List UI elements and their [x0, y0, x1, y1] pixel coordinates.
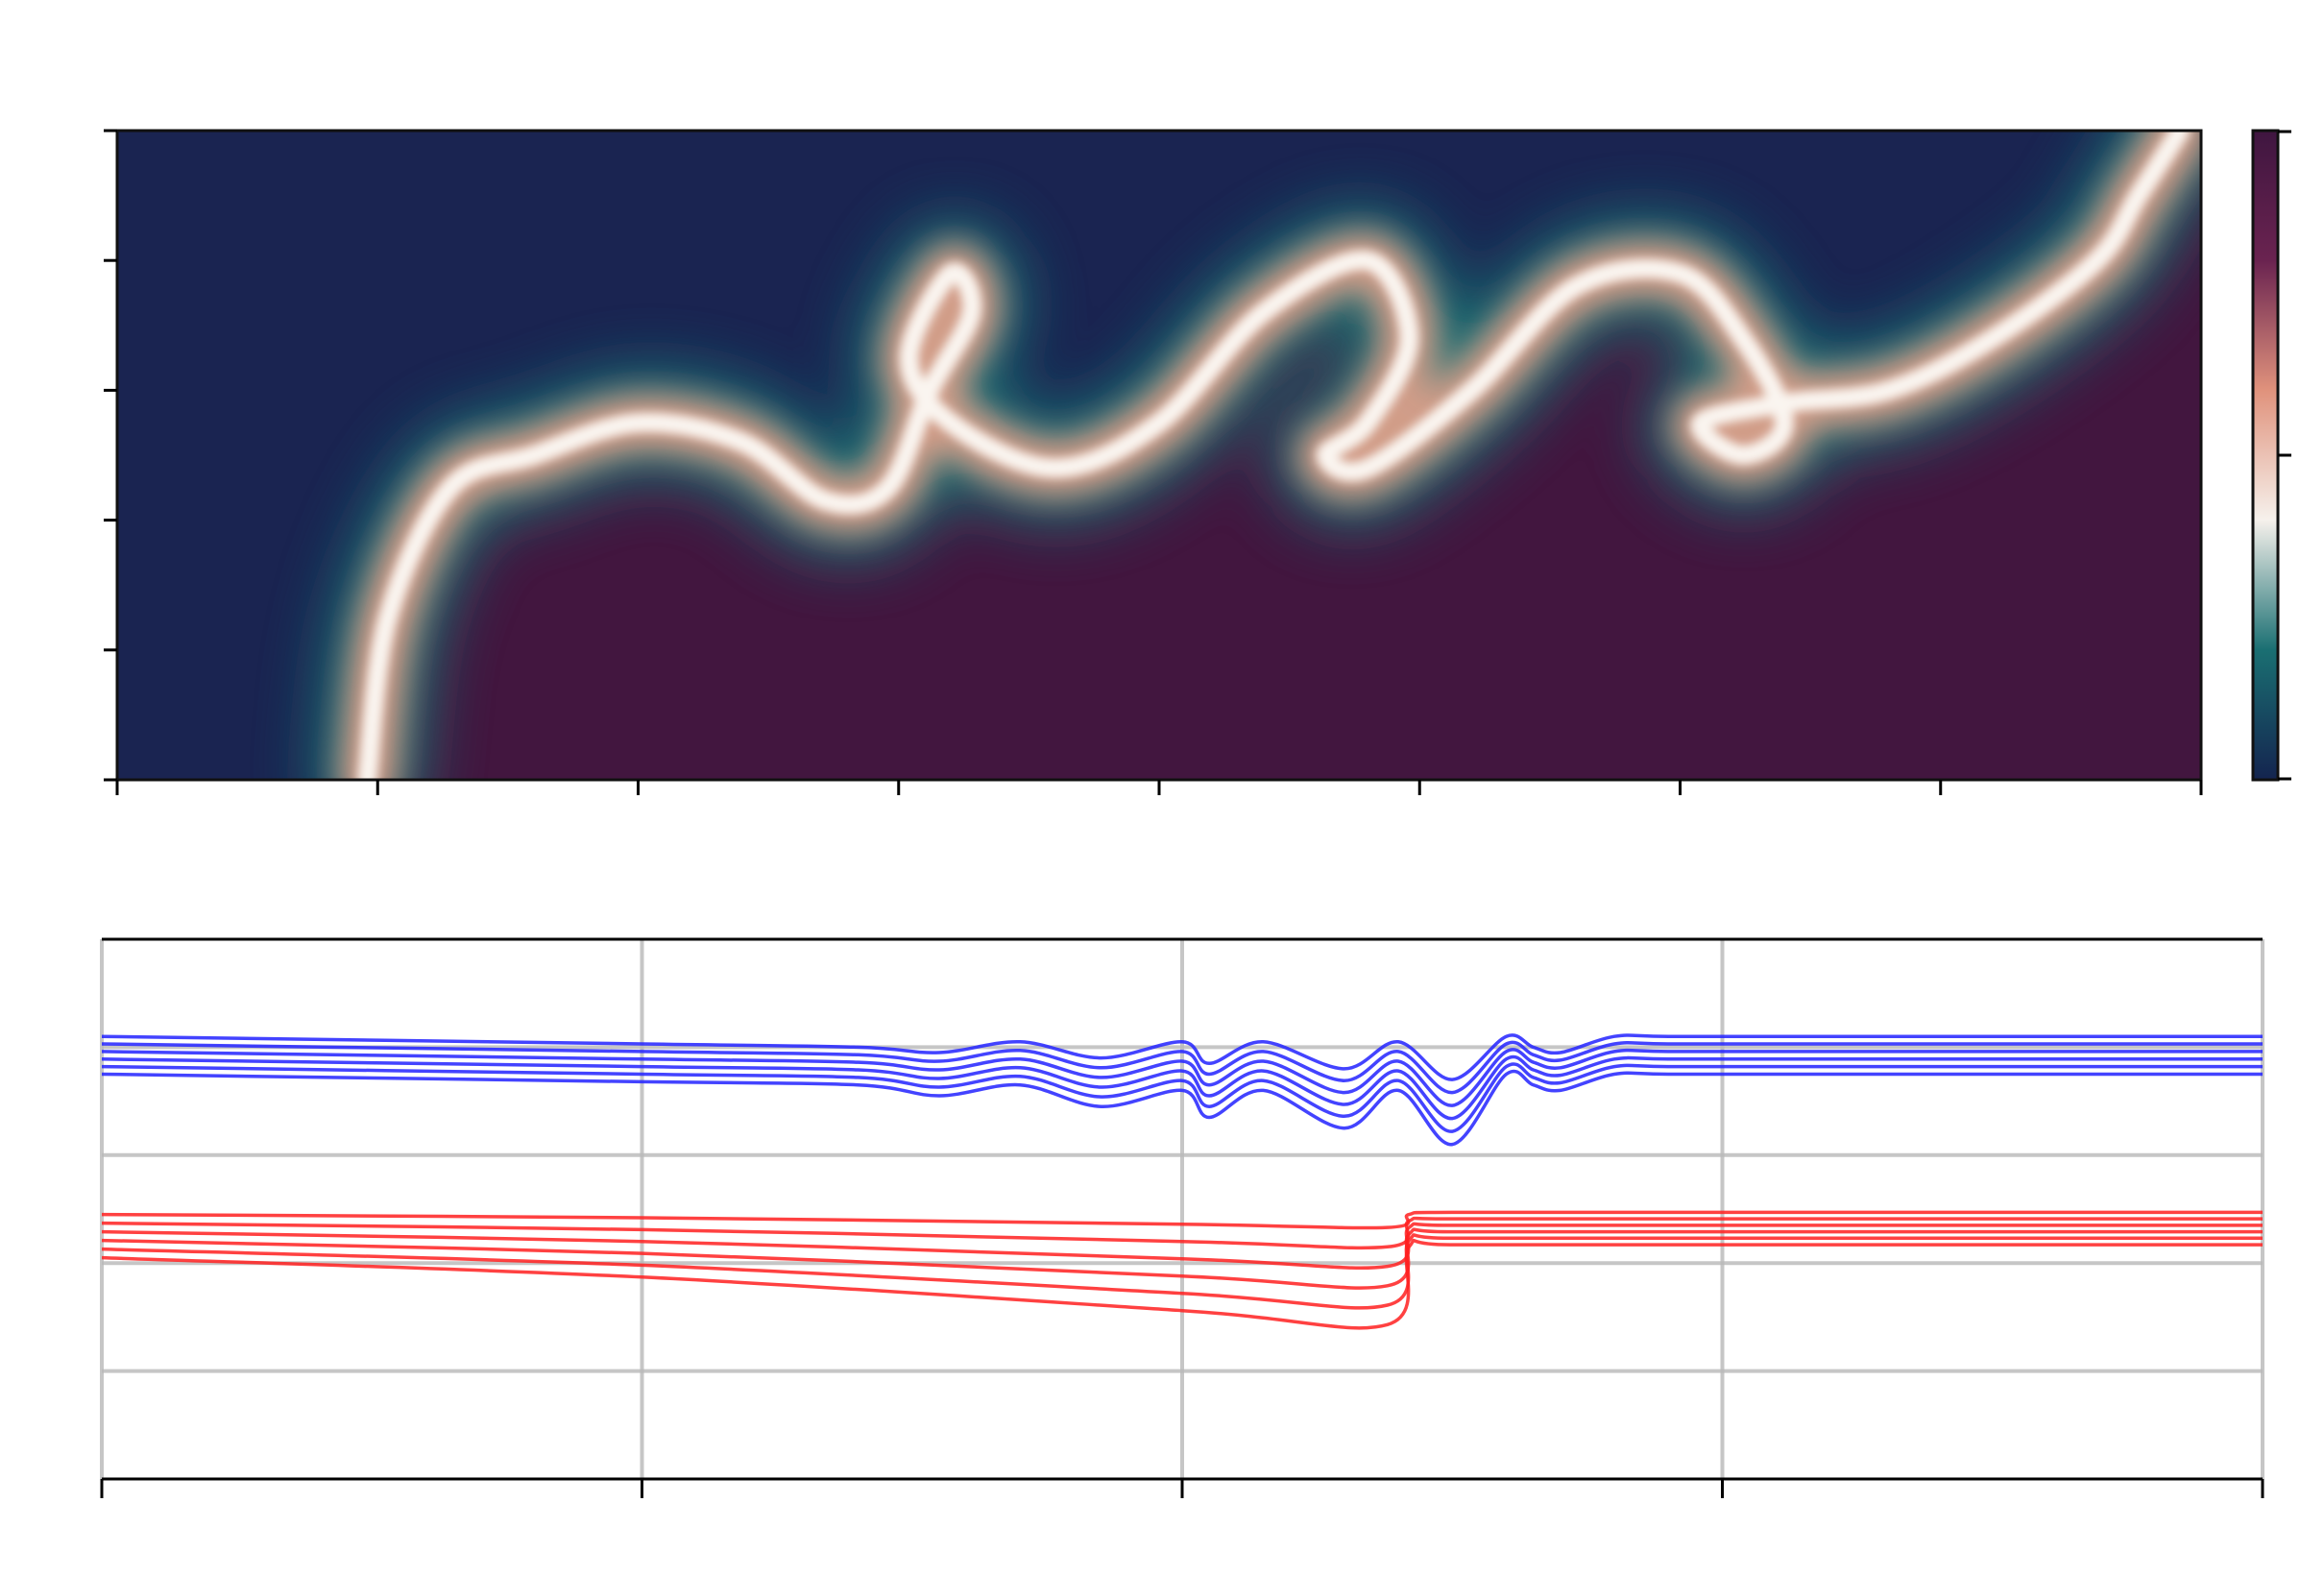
line-series-red-7 — [102, 1216, 2263, 1250]
line-series-blue-3 — [102, 1054, 2263, 1121]
line-series-blue-5 — [102, 1069, 2263, 1147]
line-series-blue-0 — [102, 1033, 2263, 1081]
line-series-blue-4 — [102, 1062, 2263, 1133]
line-series-red-8 — [102, 1222, 2263, 1271]
line-grid — [100, 939, 2264, 1479]
line-series-red-6 — [102, 1210, 2263, 1230]
heatmap-x-ticks — [115, 780, 2203, 795]
heatmap-panel — [104, 129, 2203, 795]
line-series — [102, 1033, 2263, 1330]
heatmap-interface-core — [357, 131, 2191, 780]
colorbar-gradient — [2253, 131, 2278, 780]
line-series-red-9 — [102, 1227, 2263, 1290]
heatmap-y-ticks — [104, 129, 117, 782]
line-series-red-10 — [102, 1233, 2263, 1310]
line-panel — [100, 937, 2264, 1498]
line-series-blue-2 — [102, 1048, 2263, 1107]
line-series-red-11 — [102, 1238, 2263, 1330]
colorbar — [2251, 129, 2291, 782]
line-series-blue-1 — [102, 1040, 2263, 1095]
line-x-ticks — [100, 1479, 2264, 1498]
